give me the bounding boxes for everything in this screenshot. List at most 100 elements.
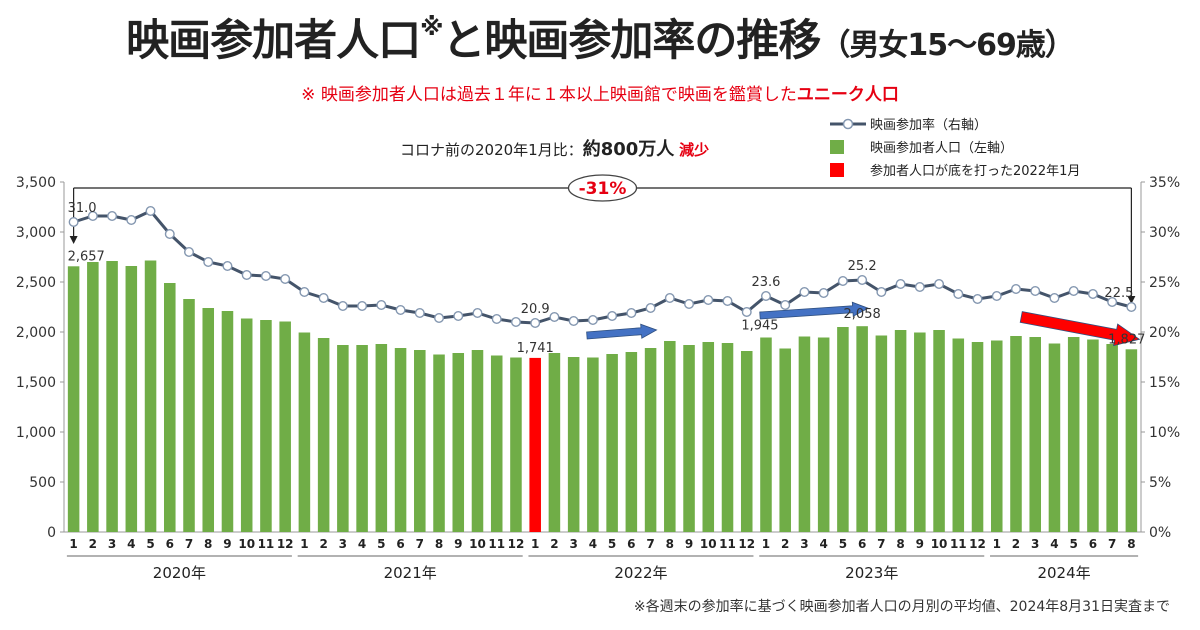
month-label: 8 [204, 537, 212, 551]
comparison-prefix: コロナ前の2020年1月比： [400, 141, 583, 159]
rate-data-label: 25.2 [848, 259, 877, 274]
bar [548, 353, 561, 532]
bar [183, 299, 195, 532]
bar [644, 348, 657, 532]
bar-data-label: 1,827 [1108, 332, 1145, 347]
rate-point [434, 313, 445, 324]
month-label: 5 [146, 537, 154, 551]
rate-point [876, 287, 887, 298]
left-tick-label: 1,500 [16, 375, 56, 391]
bar [260, 320, 272, 532]
rate-point [107, 210, 118, 221]
bar [337, 345, 349, 532]
month-label: 6 [166, 537, 174, 551]
month-label: 4 [1050, 537, 1058, 551]
change-badge [567, 174, 638, 202]
title-rest: と映画参加率の推移 [442, 16, 821, 66]
trend-arrow-up [759, 301, 870, 320]
bar [452, 353, 465, 532]
rate-point [837, 276, 848, 287]
month-label: 11 [950, 537, 967, 551]
bar [279, 321, 291, 532]
bar [894, 330, 907, 532]
bar [356, 345, 368, 532]
rate-point [472, 308, 483, 319]
left-tick-label: 3,000 [16, 225, 56, 241]
bar [1010, 336, 1022, 532]
rate-point [991, 291, 1002, 302]
month-label: 12 [738, 537, 755, 551]
rate-point [510, 317, 521, 328]
comparison-change: 減少 [679, 141, 710, 159]
right-tick-label: 10% [1149, 425, 1180, 441]
rate-point [241, 270, 252, 281]
month-label: 7 [1108, 537, 1116, 551]
rate-point [760, 291, 771, 302]
month-label: 1 [993, 537, 1001, 551]
trend-arrow-up [586, 323, 658, 340]
legend-label-population: 映画参加者人口（左軸） [870, 141, 1014, 156]
rate-point [607, 311, 618, 322]
month-label: 5 [839, 537, 847, 551]
comparison-amount: 約800万人 [582, 139, 675, 160]
chart-title: 映画参加者人口※と映画参加率の推移（男女15～69歳） [0, 6, 1200, 68]
bar-data-label: 2,058 [844, 307, 881, 322]
left-tick-label: 500 [29, 475, 56, 491]
rate-data-label: 20.9 [521, 302, 550, 317]
month-label: 7 [646, 537, 654, 551]
month-label: 2 [550, 537, 558, 551]
rate-point [280, 274, 291, 285]
bar [490, 355, 503, 532]
comparison-note: コロナ前の2020年1月比：約800万人 減少 [400, 135, 709, 161]
rate-point [395, 305, 406, 316]
rate-data-label: 31.0 [68, 201, 97, 216]
month-label: 8 [896, 537, 904, 551]
bar [67, 266, 80, 532]
year-label: 2024年 [1037, 564, 1090, 582]
rate-point [722, 296, 733, 307]
rate-point [953, 289, 964, 300]
title-paren: （男女15～69歳） [820, 28, 1074, 63]
month-label: 12 [508, 537, 525, 551]
rate-data-label: 22.5 [1104, 286, 1133, 301]
month-label: 6 [396, 537, 404, 551]
right-tick-label: 0% [1149, 525, 1171, 541]
month-label: 5 [1070, 537, 1078, 551]
month-label: 6 [858, 537, 866, 551]
bar [125, 266, 138, 532]
month-label: 4 [358, 537, 366, 551]
rate-point [799, 287, 810, 298]
rate-point [1049, 293, 1060, 304]
bar [106, 261, 118, 532]
right-tick-label: 35% [1149, 175, 1180, 191]
rate-data-label: 23.6 [751, 275, 780, 290]
bar [1067, 337, 1080, 532]
bar [1125, 349, 1138, 532]
month-label: 6 [1089, 537, 1097, 551]
bar [952, 338, 965, 532]
month-label: 11 [488, 537, 505, 551]
title-main: 映画参加者人口 [126, 16, 421, 66]
month-label: 8 [666, 537, 674, 551]
legend-item-bottom: 参加者人口が底を打った2022年1月 [830, 160, 1080, 179]
month-label: 3 [108, 537, 116, 551]
month-label: 9 [454, 537, 462, 551]
month-label: 12 [969, 537, 986, 551]
month-label: 12 [277, 537, 294, 551]
bar [144, 260, 157, 532]
month-label: 10 [469, 537, 486, 551]
bar [317, 338, 330, 532]
rate-point [568, 316, 579, 327]
bar [471, 350, 484, 532]
month-label: 2 [89, 537, 97, 551]
bar [740, 351, 753, 532]
month-label: 1 [762, 537, 770, 551]
bar [394, 348, 407, 532]
bar [433, 354, 445, 532]
left-tick-label: 0 [47, 525, 56, 541]
month-label: 10 [931, 537, 948, 551]
bar-data-label: 2,657 [68, 249, 105, 264]
right-tick-label: 30% [1149, 225, 1180, 241]
year-label: 2022年 [614, 564, 667, 582]
